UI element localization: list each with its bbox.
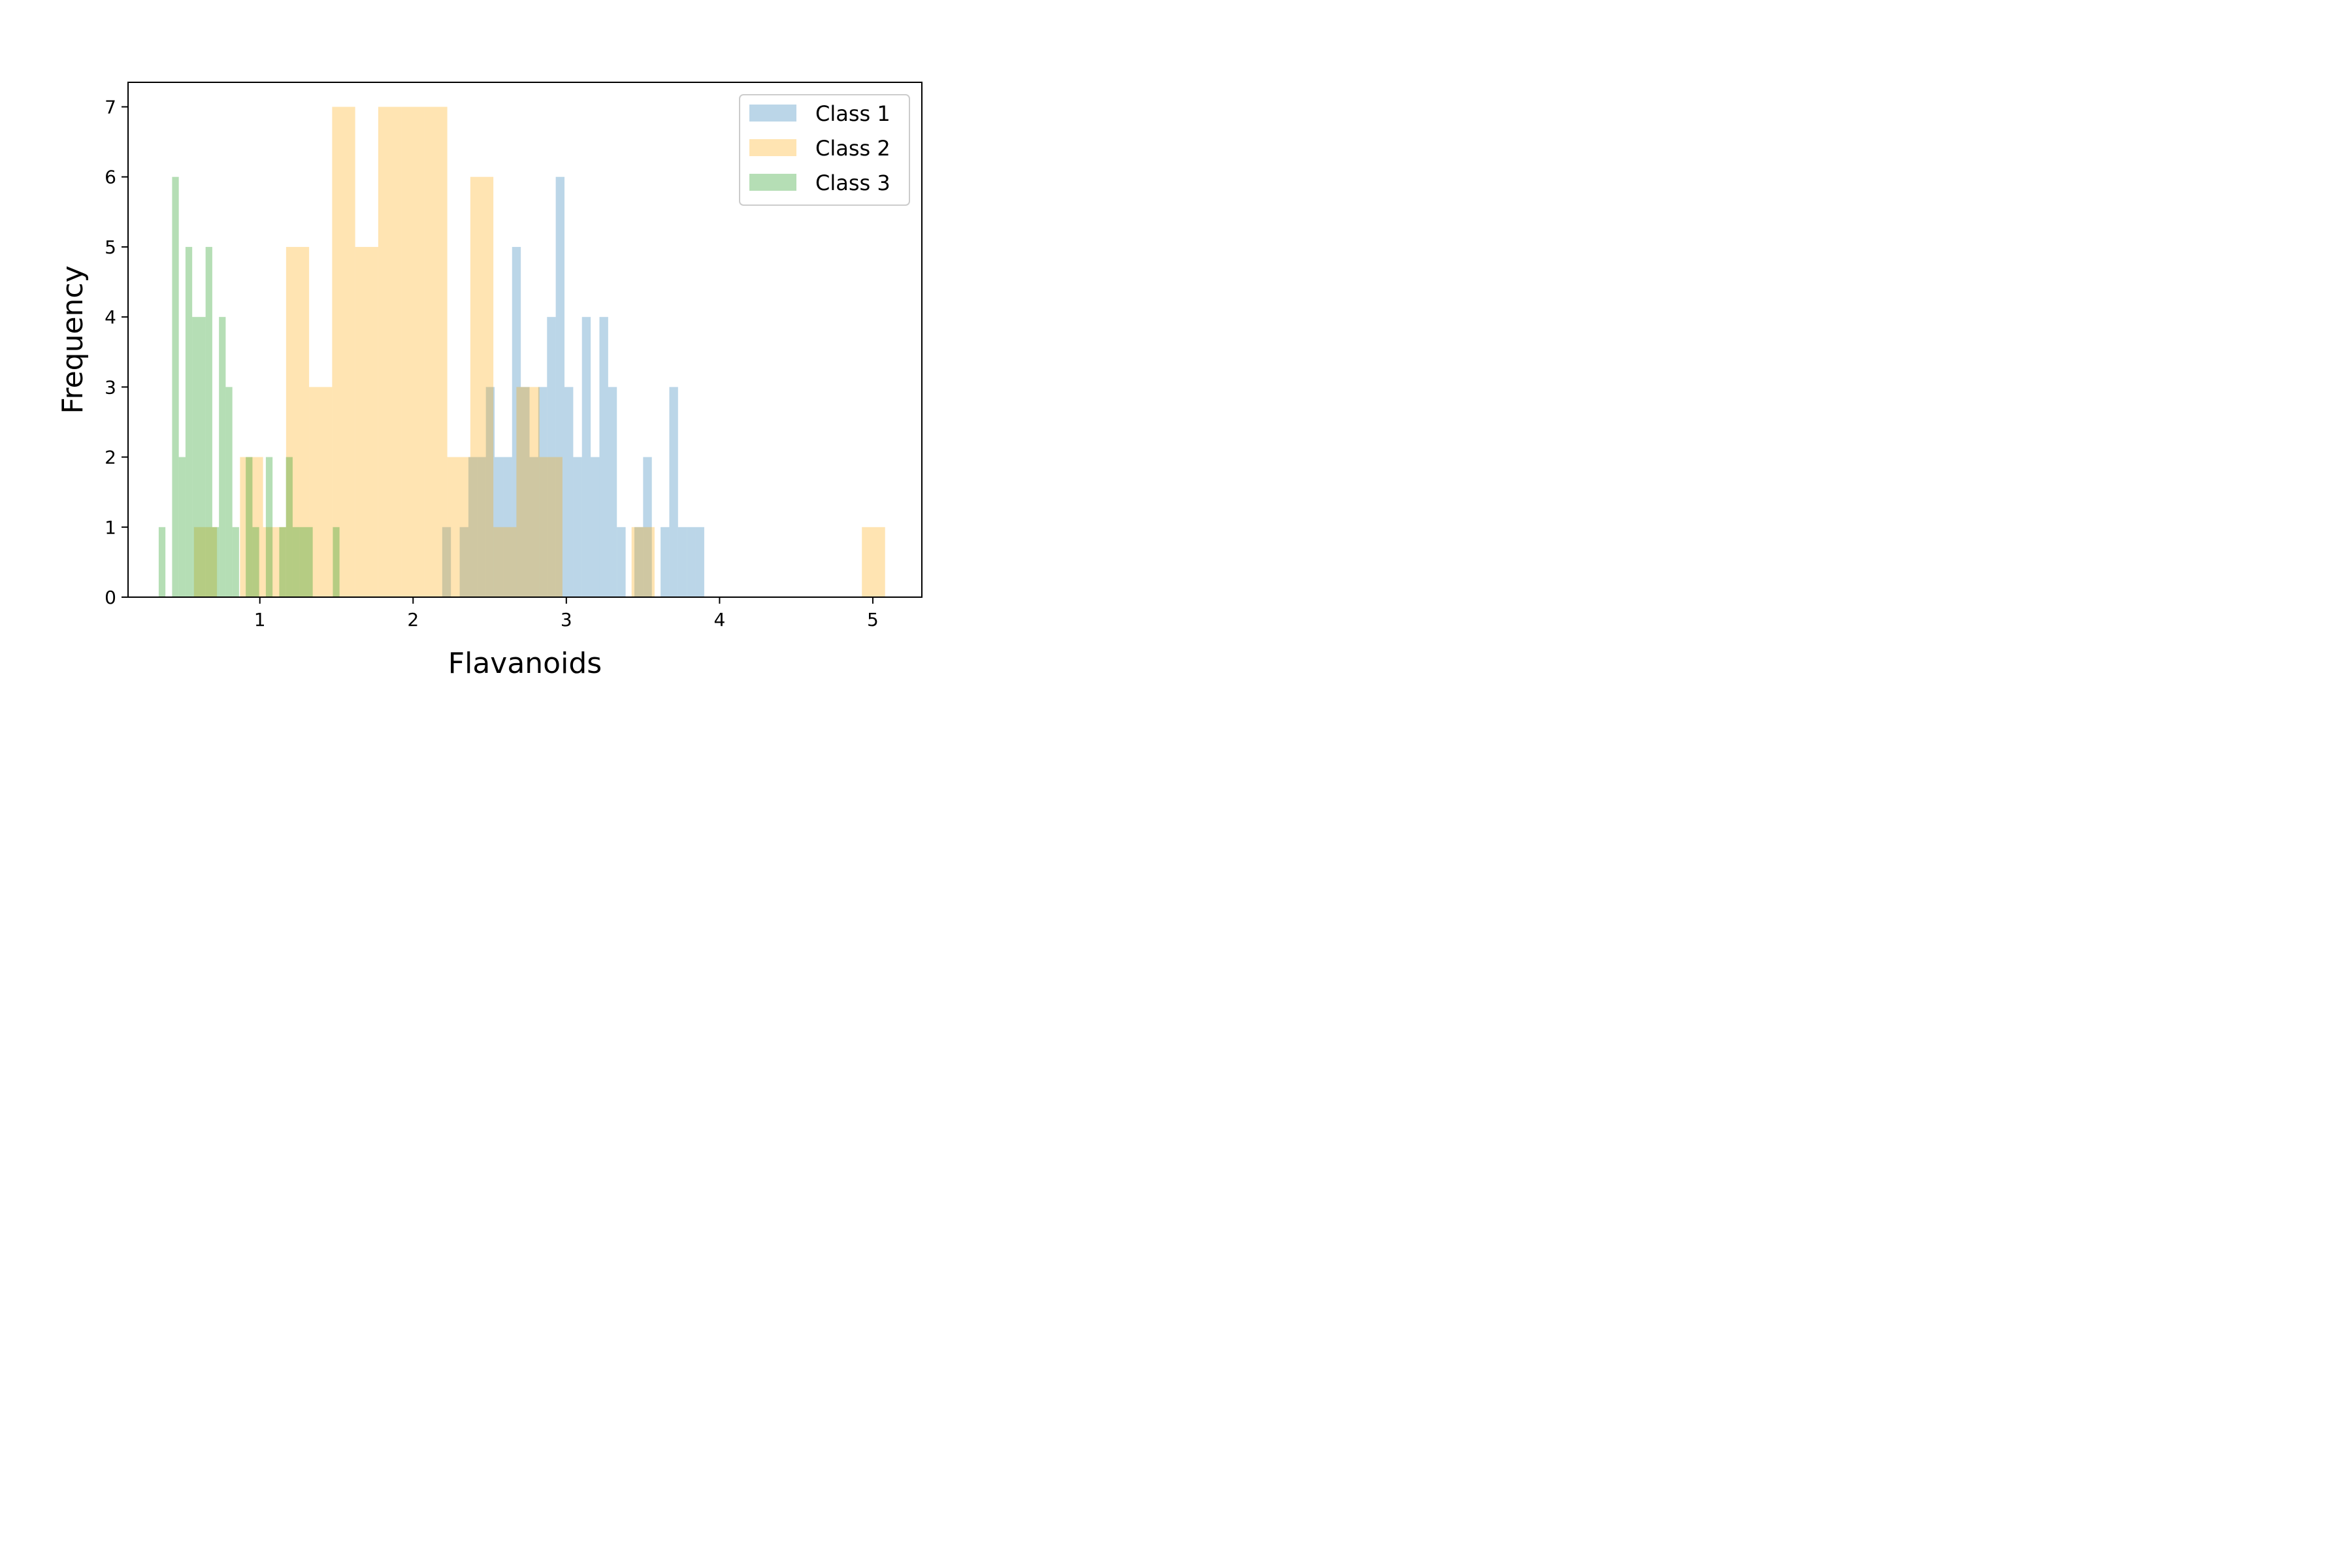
histogram-chart: 1 2 3 4 5 0 1 2 3 4 5 6 7 Flavanoids Frequency Clas… bbox=[56, 82, 923, 680]
bar-class-3-bin-10 bbox=[225, 387, 233, 597]
bar-class-3-bin-22 bbox=[306, 527, 313, 597]
bar-class-3-bin-14 bbox=[252, 527, 259, 597]
bar-class-3-bin-8 bbox=[212, 527, 220, 597]
bar-class-3-bin-4 bbox=[185, 246, 193, 598]
bar-class-1-bin-27 bbox=[678, 527, 687, 597]
bar-class-1-bin-3 bbox=[468, 457, 478, 597]
bar-class-2-bin-11 bbox=[447, 457, 470, 597]
bar-class-2-bin-0 bbox=[193, 527, 218, 597]
bar-class-1-bin-6 bbox=[495, 457, 504, 597]
bar-class-2-bin-4 bbox=[286, 246, 310, 598]
bar-class-2-bin-3 bbox=[263, 527, 286, 597]
bar-class-1-bin-29 bbox=[695, 527, 704, 597]
y-axis-ticks: 0 1 2 3 4 5 6 7 bbox=[105, 97, 128, 608]
legend-label: Class 3 bbox=[815, 171, 890, 195]
bar-class-1-bin-8 bbox=[512, 246, 521, 598]
bar-class-1-bin-0 bbox=[442, 527, 451, 597]
bar-class-3-bin-21 bbox=[299, 527, 306, 597]
x-tick-label: 1 bbox=[254, 609, 266, 630]
bar-class-3-bin-7 bbox=[205, 246, 212, 598]
legend-swatch bbox=[749, 105, 796, 122]
bar-class-2-bin-5 bbox=[309, 387, 333, 597]
bar-class-3-bin-2 bbox=[172, 176, 179, 597]
legend-swatch bbox=[749, 174, 796, 191]
bar-class-1-bin-13 bbox=[555, 176, 565, 597]
bar-class-3-bin-5 bbox=[192, 317, 199, 597]
legend-box bbox=[739, 94, 910, 206]
bar-class-2-bin-29 bbox=[862, 527, 885, 597]
bar-class-3-bin-0 bbox=[158, 527, 166, 597]
y-tick-label: 3 bbox=[105, 376, 116, 398]
x-tick-label: 2 bbox=[407, 609, 419, 630]
bar-class-2-bin-9 bbox=[401, 106, 425, 597]
bar-class-1-bin-5 bbox=[485, 387, 495, 597]
bar-class-1-bin-22 bbox=[634, 527, 644, 597]
bar-class-3-bin-13 bbox=[246, 457, 253, 597]
y-tick-label: 5 bbox=[105, 237, 116, 258]
bar-class-2-bin-15 bbox=[539, 457, 563, 597]
y-tick-label: 2 bbox=[105, 447, 116, 468]
bar-class-2-bin-19 bbox=[631, 527, 655, 597]
bar-class-2-bin-13 bbox=[493, 527, 517, 597]
bar-class-1-bin-23 bbox=[643, 457, 652, 597]
x-tick-label: 3 bbox=[561, 609, 572, 630]
x-tick-label: 5 bbox=[867, 609, 879, 630]
bar-class-3-bin-18 bbox=[279, 527, 286, 597]
bar-class-2-bin-10 bbox=[424, 106, 448, 597]
x-tick-label: 4 bbox=[713, 609, 725, 630]
bar-class-1-bin-20 bbox=[617, 527, 626, 597]
bar-class-2-bin-8 bbox=[378, 106, 402, 597]
bar-class-1-bin-11 bbox=[538, 387, 547, 597]
histogram-bars bbox=[158, 106, 885, 598]
legend-label: Class 2 bbox=[815, 136, 890, 161]
legend: Class 1 Class 2 Class 3 bbox=[739, 94, 910, 206]
bar-class-1-bin-2 bbox=[459, 527, 468, 597]
legend-swatch bbox=[749, 139, 796, 156]
x-axis-ticks: 1 2 3 4 5 bbox=[254, 597, 879, 630]
bar-class-3-bin-9 bbox=[219, 317, 226, 597]
bar-class-2-bin-12 bbox=[470, 176, 494, 597]
bar-class-1-bin-28 bbox=[687, 527, 696, 597]
bar-class-1-bin-4 bbox=[477, 457, 486, 597]
bar-class-1-bin-18 bbox=[599, 317, 608, 597]
bar-class-2-bin-7 bbox=[355, 246, 378, 598]
bar-class-2-bin-2 bbox=[240, 457, 263, 597]
bar-class-1-bin-7 bbox=[503, 457, 512, 597]
bar-class-1-bin-12 bbox=[547, 317, 556, 597]
bar-class-3-bin-20 bbox=[292, 527, 300, 597]
bar-class-1-bin-9 bbox=[521, 387, 530, 597]
y-tick-label: 4 bbox=[105, 306, 116, 328]
bar-class-3-bin-3 bbox=[178, 457, 186, 597]
x-axis-label: Flavanoids bbox=[448, 647, 602, 680]
bar-class-3-bin-6 bbox=[199, 317, 206, 597]
legend-items: Class 1 Class 2 Class 3 bbox=[749, 101, 890, 195]
bar-class-1-bin-15 bbox=[573, 457, 582, 597]
y-tick-label: 1 bbox=[105, 517, 116, 538]
bar-class-2-bin-14 bbox=[516, 387, 540, 597]
bar-class-1-bin-25 bbox=[661, 527, 670, 597]
bar-class-1-bin-14 bbox=[564, 387, 574, 597]
bar-class-1-bin-26 bbox=[669, 387, 678, 597]
legend-label: Class 1 bbox=[815, 101, 890, 126]
bar-class-1-bin-10 bbox=[529, 457, 538, 597]
plot-frame bbox=[127, 82, 923, 598]
y-tick-label: 7 bbox=[105, 97, 116, 118]
bar-class-2-bin-6 bbox=[332, 106, 355, 597]
bar-class-1-bin-19 bbox=[608, 387, 617, 597]
bar-class-1-bin-17 bbox=[591, 457, 600, 597]
bar-class-3-bin-19 bbox=[286, 457, 293, 597]
y-axis-label: Frequency bbox=[56, 265, 90, 414]
y-tick-label: 0 bbox=[105, 587, 116, 608]
bar-class-3-bin-16 bbox=[265, 457, 273, 597]
y-tick-label: 6 bbox=[105, 167, 116, 188]
bar-class-1-bin-16 bbox=[581, 317, 591, 597]
bar-class-3-bin-26 bbox=[333, 527, 340, 597]
bar-class-3-bin-11 bbox=[232, 527, 239, 597]
